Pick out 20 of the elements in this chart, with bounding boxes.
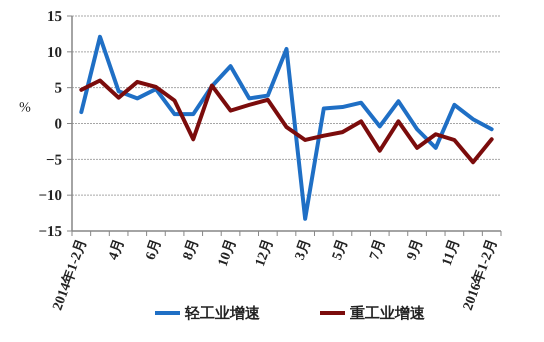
x-tick-label: 12月 [252,237,277,269]
y-tick-label: 5 [54,80,62,97]
y-axis-title: % [19,100,32,116]
line-series [79,34,494,221]
x-tick-label: 7月 [367,237,389,262]
y-tick-label: −5 [46,152,62,168]
y-tick-label: −10 [38,188,62,204]
y-tick-label: 15 [47,9,62,25]
x-tick-label: 5月 [330,237,352,262]
x-tick-label: 9月 [404,237,426,262]
line-series [79,78,494,164]
x-tick-label: 3月 [292,237,314,262]
legend-label: 轻工业增速 [184,305,261,322]
y-tick-label: 10 [47,44,62,61]
y-tick-label: 0 [54,116,62,132]
x-tick-label: 10月 [216,237,240,269]
legend-label: 重工业增速 [349,305,426,322]
x-tick-label: 4月 [106,237,128,262]
x-tick-label: 8月 [180,237,202,262]
x-tick-label: 6月 [143,237,165,262]
